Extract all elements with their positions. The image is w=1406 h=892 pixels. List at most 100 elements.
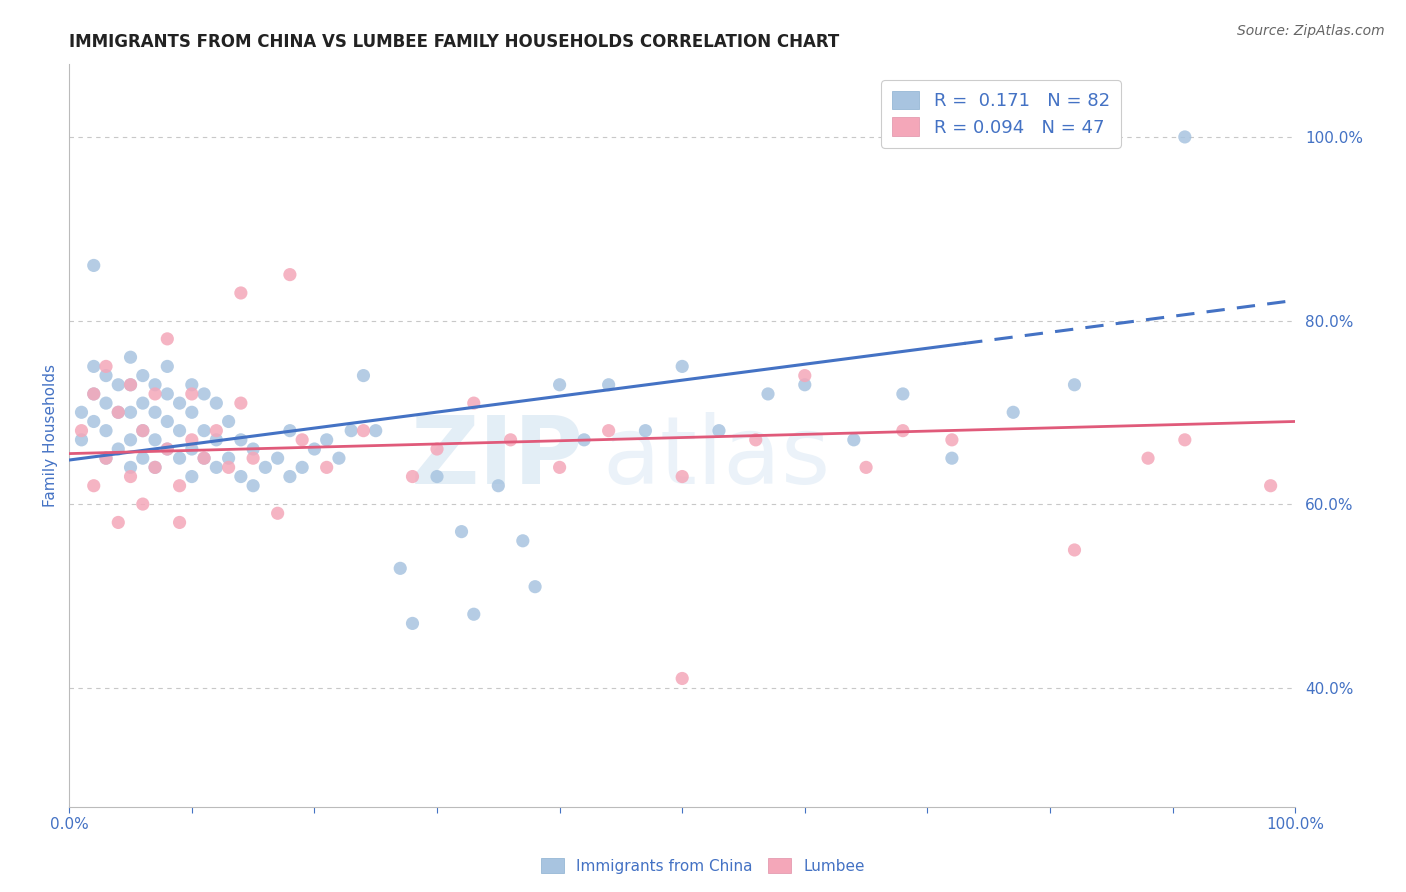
Point (107, 377, 129, 392)
Point (891, 424, 914, 438)
Point (842, 433, 865, 447)
Text: Source: ZipAtlas.com: Source: ZipAtlas.com (1237, 24, 1385, 38)
Point (499, 433, 522, 447)
Point (1002, 405, 1025, 419)
Point (1063, 543, 1085, 558)
Point (193, 424, 215, 438)
Text: IMMIGRANTS FROM CHINA VS LUMBEE FAMILY HOUSEHOLDS CORRELATION CHART: IMMIGRANTS FROM CHINA VS LUMBEE FAMILY H… (69, 33, 839, 51)
Point (707, 424, 730, 438)
Point (512, 533, 534, 548)
Point (291, 460, 314, 475)
Point (205, 460, 228, 475)
Point (143, 405, 166, 419)
Point (120, 460, 142, 475)
Point (229, 469, 252, 483)
Point (353, 424, 375, 438)
Point (83, 479, 105, 493)
Point (193, 387, 215, 401)
Point (156, 442, 179, 456)
Point (891, 387, 914, 401)
Point (180, 387, 202, 401)
Point (401, 469, 423, 483)
Point (156, 415, 179, 429)
Point (169, 424, 191, 438)
Point (83, 259, 105, 273)
Point (120, 350, 142, 364)
Point (143, 460, 166, 475)
Point (143, 387, 166, 401)
Point (169, 479, 191, 493)
Point (120, 377, 142, 392)
Point (132, 424, 155, 438)
Point (156, 359, 179, 374)
Point (671, 672, 693, 686)
Point (94, 451, 117, 466)
Point (278, 268, 301, 282)
Point (143, 377, 166, 392)
Point (107, 405, 129, 419)
Point (205, 424, 228, 438)
Point (463, 396, 485, 410)
Point (107, 442, 129, 456)
Point (218, 451, 240, 466)
Point (1063, 377, 1085, 392)
Point (745, 433, 768, 447)
Point (120, 377, 142, 392)
Point (855, 460, 877, 475)
Point (671, 469, 693, 483)
Point (524, 580, 547, 594)
Y-axis label: Family Households: Family Households (44, 364, 58, 507)
Point (389, 561, 412, 575)
Point (218, 415, 240, 429)
Point (598, 424, 620, 438)
Point (143, 460, 166, 475)
Legend: R =  0.171   N = 82, R = 0.094   N = 47: R = 0.171 N = 82, R = 0.094 N = 47 (882, 80, 1121, 147)
Point (180, 433, 202, 447)
Point (278, 469, 301, 483)
Point (180, 405, 202, 419)
Point (572, 433, 595, 447)
Point (143, 433, 166, 447)
Point (242, 442, 264, 456)
Point (94, 396, 117, 410)
Text: ZIP: ZIP (411, 411, 583, 504)
Point (426, 469, 449, 483)
Point (132, 396, 155, 410)
Point (463, 607, 485, 622)
Point (315, 460, 337, 475)
Point (94, 359, 117, 374)
Point (254, 460, 277, 475)
Point (315, 433, 337, 447)
Point (756, 387, 779, 401)
Point (205, 396, 228, 410)
Point (83, 387, 105, 401)
Point (193, 451, 215, 466)
Point (132, 368, 155, 383)
Point (548, 460, 571, 475)
Point (450, 524, 472, 539)
Point (94, 368, 117, 383)
Point (70, 405, 93, 419)
Point (156, 442, 179, 456)
Point (266, 451, 288, 466)
Point (304, 442, 326, 456)
Point (107, 516, 129, 530)
Point (180, 377, 202, 392)
Point (132, 451, 155, 466)
Point (548, 377, 571, 392)
Point (401, 616, 423, 631)
Point (793, 368, 815, 383)
Point (229, 285, 252, 300)
Point (242, 479, 264, 493)
Point (1174, 130, 1197, 145)
Point (156, 387, 179, 401)
Point (120, 433, 142, 447)
Point (364, 424, 387, 438)
Point (94, 451, 117, 466)
Point (353, 368, 375, 383)
Point (598, 377, 620, 392)
Point (1260, 479, 1282, 493)
Point (426, 442, 449, 456)
Point (242, 451, 264, 466)
Point (941, 433, 963, 447)
